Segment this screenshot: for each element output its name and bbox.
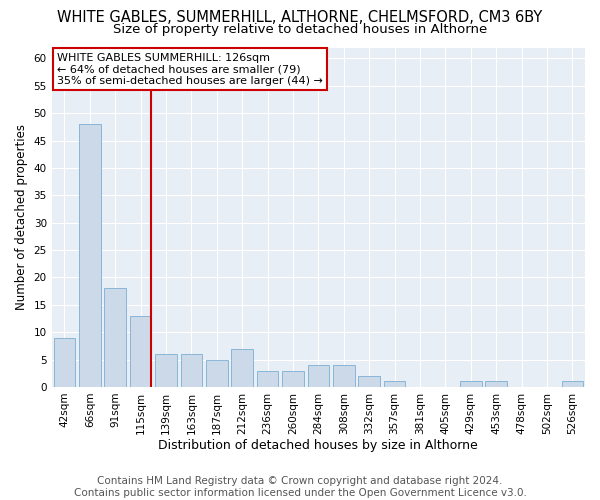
Bar (53, 338, 75, 387)
Bar (79, 124, 101, 387)
Text: WHITE GABLES SUMMERHILL: 126sqm
← 64% of detached houses are smaller (79)
35% of: WHITE GABLES SUMMERHILL: 126sqm ← 64% of… (57, 52, 323, 86)
Bar (130, 316, 151, 387)
Bar (282, 370, 304, 387)
Bar (485, 382, 507, 387)
Bar (308, 365, 329, 387)
Bar (232, 348, 253, 387)
Bar (460, 382, 482, 387)
X-axis label: Distribution of detached houses by size in Althorne: Distribution of detached houses by size … (158, 440, 478, 452)
Bar (562, 382, 583, 387)
Text: WHITE GABLES, SUMMERHILL, ALTHORNE, CHELMSFORD, CM3 6BY: WHITE GABLES, SUMMERHILL, ALTHORNE, CHEL… (58, 10, 542, 25)
Bar (333, 365, 355, 387)
Text: Contains HM Land Registry data © Crown copyright and database right 2024.
Contai: Contains HM Land Registry data © Crown c… (74, 476, 526, 498)
Y-axis label: Number of detached properties: Number of detached properties (15, 124, 28, 310)
Bar (206, 360, 227, 387)
Bar (358, 376, 380, 387)
Bar (257, 370, 278, 387)
Bar (384, 382, 406, 387)
Bar (181, 354, 202, 387)
Bar (104, 288, 126, 387)
Text: Size of property relative to detached houses in Althorne: Size of property relative to detached ho… (113, 22, 487, 36)
Bar (155, 354, 177, 387)
